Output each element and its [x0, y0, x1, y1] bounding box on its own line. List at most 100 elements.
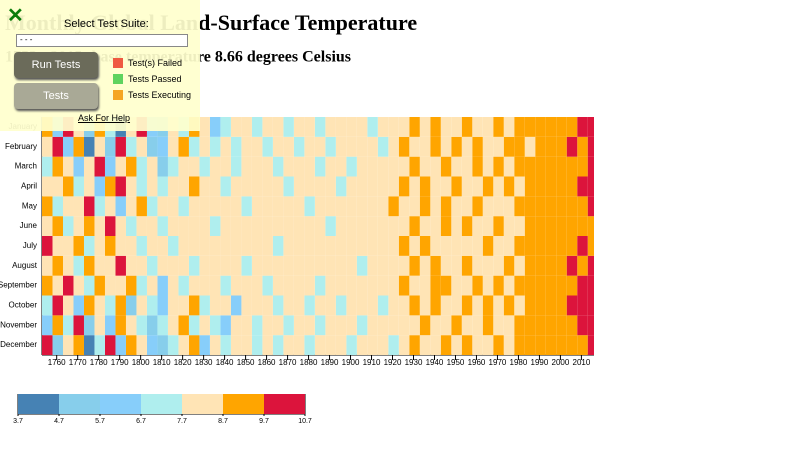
heat-cell [146, 335, 158, 355]
heat-cell [104, 275, 116, 296]
heat-cell [146, 275, 158, 296]
heat-cell [251, 335, 263, 355]
heat-cell [220, 216, 231, 236]
heat-cell [461, 255, 473, 276]
heat-cell [62, 216, 74, 236]
suite-select[interactable]: - - - [16, 34, 188, 47]
heat-cell [482, 117, 494, 137]
y-tick-label: April [21, 182, 37, 191]
heat-cell [524, 136, 536, 157]
heat-cell [73, 255, 84, 276]
heat-cell [125, 176, 137, 197]
x-tick-label: 1780 [90, 358, 108, 367]
heat-cell [461, 275, 473, 296]
heat-cell [377, 117, 389, 137]
heat-cell [146, 156, 158, 177]
heat-cell [524, 117, 536, 137]
x-tick-label: 1810 [153, 358, 171, 367]
heat-cell [514, 156, 525, 177]
heat-cell [62, 275, 74, 296]
heat-cell [451, 156, 462, 177]
heat-cell [482, 156, 494, 177]
heat-cell [472, 335, 483, 355]
heat-cell [335, 176, 347, 197]
heat-cell [503, 295, 515, 316]
heat-cell [230, 315, 242, 336]
heat-cell [430, 156, 441, 177]
legend-label: Tests Executing [128, 90, 192, 100]
legend-swatch [113, 74, 123, 84]
heat-cell [262, 236, 273, 256]
x-tick-label: 1990 [531, 358, 549, 367]
heat-cell [73, 176, 84, 197]
heat-cell [199, 275, 210, 296]
heat-cell [493, 255, 504, 276]
heat-cell [304, 315, 315, 336]
heat-cell [535, 176, 546, 197]
heat-cell [493, 335, 504, 355]
y-tick-label: August [12, 261, 38, 270]
heat-cell [251, 196, 263, 217]
heat-cell [209, 236, 221, 256]
heat-cell [577, 117, 588, 137]
heat-cell [73, 335, 84, 355]
heat-cell [178, 275, 189, 296]
heat-cell [241, 156, 252, 177]
legend-tick-label: 3.7 [13, 418, 23, 425]
heat-cell [272, 236, 284, 256]
heat-cell [377, 176, 389, 197]
y-tick-label: October [9, 301, 38, 310]
heat-cell [115, 315, 126, 336]
heat-cell [283, 117, 294, 137]
heat-cell [136, 176, 147, 197]
heat-cell [125, 156, 137, 177]
heat-cell [524, 176, 536, 197]
heat-cell [146, 295, 158, 316]
heat-cell [367, 136, 378, 157]
legend-swatch [18, 394, 59, 414]
help-link[interactable]: Ask For Help [78, 113, 131, 123]
heat-cell [272, 315, 284, 336]
heat-cell [346, 156, 357, 177]
heat-cell [409, 136, 420, 157]
run-tests-button[interactable]: Run Tests [14, 52, 98, 78]
heat-cell [356, 335, 368, 355]
legend-swatch [113, 90, 123, 100]
heat-cell [94, 255, 105, 276]
heat-cell [524, 196, 536, 217]
heat-cell [587, 335, 594, 355]
heat-cell [545, 156, 557, 177]
heat-cell [241, 136, 252, 157]
heat-cell [545, 196, 557, 217]
heat-cell [377, 335, 389, 355]
heat-cell [83, 295, 95, 316]
heat-cell [209, 136, 221, 157]
heat-cell [241, 176, 252, 197]
heat-cell [356, 196, 368, 217]
heat-cell [335, 156, 347, 177]
legend-tick-label: 10.7 [298, 418, 312, 425]
heat-cell [535, 196, 546, 217]
heat-cell [377, 236, 389, 256]
heat-cell [178, 295, 189, 316]
heat-cell [304, 136, 315, 157]
heat-cell [367, 216, 378, 236]
tests-button[interactable]: Tests [14, 83, 98, 109]
heat-cell [62, 295, 74, 316]
close-button[interactable]: ✕ [7, 5, 24, 27]
heat-cell [251, 216, 263, 236]
heat-cell [346, 117, 357, 137]
heat-cell [157, 176, 168, 197]
legend-tick-label: 8.7 [218, 418, 228, 425]
heat-cell [83, 236, 95, 256]
heat-cell [104, 136, 116, 157]
heat-cell [262, 136, 273, 157]
heat-cell [146, 255, 158, 276]
heat-cell [451, 255, 462, 276]
heat-cell [104, 236, 116, 256]
heat-cell [136, 236, 147, 256]
heat-cell [251, 255, 263, 276]
heat-cell [262, 315, 273, 336]
heat-cell [104, 156, 116, 177]
